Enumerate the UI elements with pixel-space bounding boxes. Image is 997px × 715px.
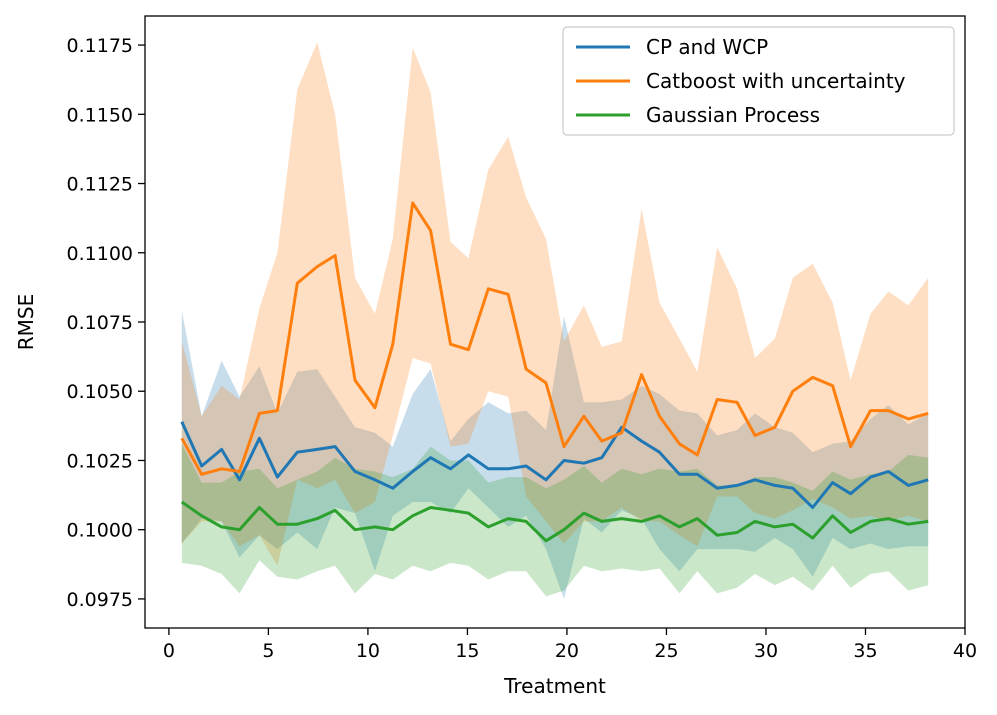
y-tick-label: 0.1000 [67, 520, 133, 542]
y-tick-label: 0.1025 [67, 450, 133, 472]
y-tick-label: 0.1175 [67, 35, 133, 57]
y-axis: 0.0975 0.1000 0.1025 0.1050 0.1075 0.1100 0.11… [67, 35, 145, 611]
x-tick-label: 25 [654, 640, 678, 662]
x-axis-title: Treatment [503, 674, 606, 698]
y-tick-label: 0.1150 [67, 104, 133, 126]
legend-box [562, 26, 955, 136]
legend-label-2: Gaussian Process [646, 103, 820, 127]
x-tick-label: 5 [262, 640, 274, 662]
legend-label-1: Catboost with uncertainty [646, 69, 906, 93]
series-line-1 [180, 201, 929, 476]
x-tick-label: 15 [455, 640, 479, 662]
series-line-2 [180, 500, 929, 543]
x-tick-label: 40 [953, 640, 977, 662]
y-tick-label: 0.1100 [67, 243, 133, 265]
uncertainty-band-2 [181, 443, 929, 597]
y-tick-label: 0.0975 [67, 589, 133, 611]
series-lines [180, 201, 929, 543]
x-tick-label: 0 [163, 640, 175, 662]
uncertainty-band-1 [181, 42, 929, 566]
legend: CP and WCP Catboost with uncertainty Gauss… [562, 26, 955, 136]
x-axis: 0 5 10 15 20 25 30 35 40 [163, 628, 977, 662]
y-axis-title: RMSE [14, 294, 38, 350]
y-tick-label: 0.1050 [67, 381, 133, 403]
y-tick-label: 0.1075 [67, 312, 133, 334]
x-tick-label: 10 [356, 640, 380, 662]
legend-label-0: CP and WCP [646, 35, 768, 59]
x-tick-label: 20 [555, 640, 579, 662]
series-line-0 [180, 421, 929, 509]
y-tick-label: 0.1125 [67, 174, 133, 196]
x-tick-label: 35 [853, 640, 877, 662]
x-tick-label: 30 [754, 640, 778, 662]
